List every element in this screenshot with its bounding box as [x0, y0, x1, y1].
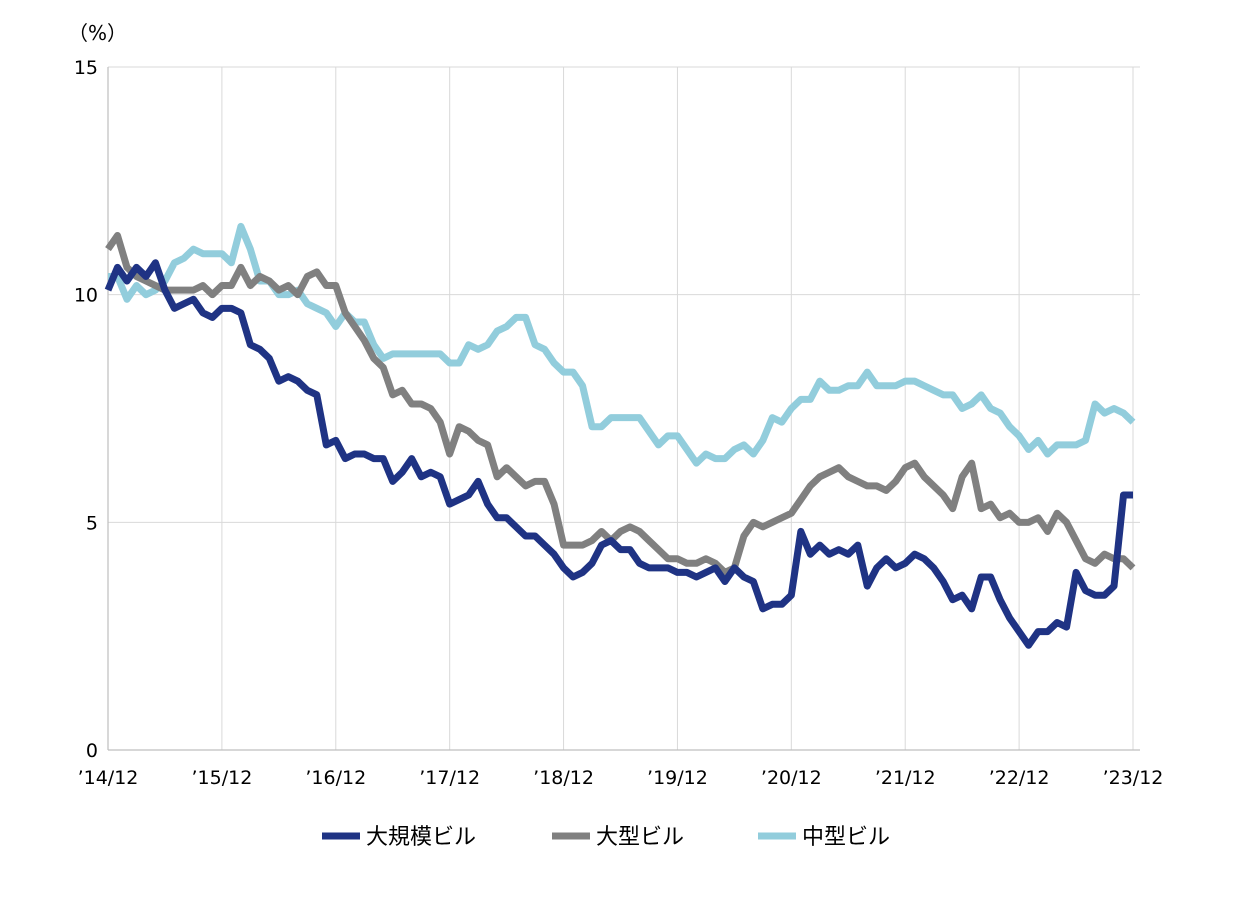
legend-label-3: 中型ビル — [802, 825, 890, 850]
x-tick-label: ’23/12 — [1103, 767, 1164, 789]
x-tick-label: ’21/12 — [875, 767, 936, 789]
x-tick-label: ’16/12 — [305, 767, 366, 789]
legend-label-2: 大型ビル — [596, 825, 684, 850]
y-axis-unit-label: （%） — [68, 21, 127, 45]
y-tick-label: 15 — [74, 57, 98, 79]
y-tick-label: 10 — [74, 285, 98, 307]
legend-label-1: 大規模ビル — [366, 825, 476, 850]
label-layer: 0 5 10 15 ’14/12 ’15/12 ’16/12 ’17/12 ’18/12 ’19/… — [74, 57, 1164, 789]
series-line-1 — [104, 259, 1133, 649]
legend: 大規模ビル 大型ビル 中型ビル — [322, 825, 890, 850]
series-layer — [104, 222, 1136, 649]
x-tick-label: ’19/12 — [647, 767, 708, 789]
x-tick-label: ’18/12 — [533, 767, 594, 789]
x-tick-label: ’14/12 — [78, 767, 139, 789]
axis-layer — [107, 67, 1140, 751]
x-tick-label: ’15/12 — [191, 767, 252, 789]
series-line-2 — [105, 231, 1136, 576]
x-tick-label: ’17/12 — [419, 767, 480, 789]
y-tick-label: 5 — [86, 512, 98, 534]
y-tick-label: 0 — [86, 740, 98, 762]
series-line-3 — [108, 222, 1136, 467]
x-tick-label: ’20/12 — [761, 767, 822, 789]
grid-layer — [108, 66, 1140, 750]
x-tick-label: ’22/12 — [989, 767, 1050, 789]
